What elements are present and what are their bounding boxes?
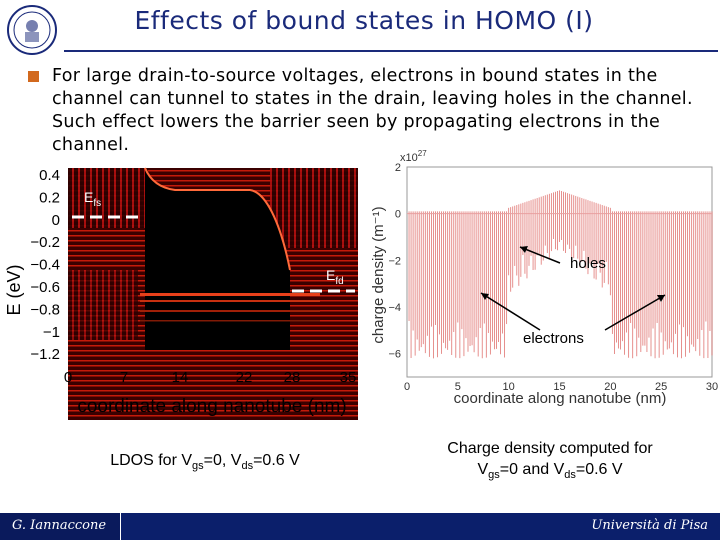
holes-annotation: holes [570,255,606,272]
x-tick-label: 20 [604,381,616,393]
footer-university: Università di Pisa [591,518,708,533]
y-tick-label: 0 [395,209,401,221]
y-tick-label: −4 [388,302,401,314]
charge-density-chart: 20−2−4−6 0 5 10 15 20 25 30 x1027 charge densi… [370,149,718,407]
x-tick-labels: 0 7 14 22 28 35 [64,369,357,386]
heatmap-plot-area [68,167,358,420]
title-divider [64,50,718,52]
charge-density-bars [407,190,713,359]
x-tick-label: 7 [120,369,128,386]
ldos-caption: LDOS for Vgs=0, Vds=0.6 V [110,452,300,473]
y-tick-label: −2 [388,255,401,267]
page-title: Effects of bound states in HOMO (I) [134,6,594,35]
y-tick-label: −1 [43,324,60,341]
electrons-arrowhead-left [481,293,489,300]
y-axis-label: charge density (m⁻¹) [370,206,387,343]
holes-arrow [519,246,561,264]
university-seal-icon [7,5,57,55]
y-tick-label: −1.2 [30,346,60,363]
y-tick-labels: 0.4 0.2 0 −0.2 −0.4 −0.6 −0.8 −1 −1.2 [30,167,60,363]
ldos-heatmap-chart: Efs Efd 0.4 0.2 0 −0.2 −0.4 −0.6 −0.8 −1 −1.2 0 7… [4,167,358,420]
x-tick-label: 10 [503,381,515,393]
footer-author-box [0,513,121,540]
electrons-arrow-left [480,292,541,331]
efs-label: Efs [84,189,101,209]
y-tick-label: 0.2 [39,189,60,206]
efd-label: Efd [326,267,344,287]
footer-author: G. Iannaccone [12,518,107,533]
y-axis-label: E (eV) [4,264,24,315]
x-tick-label: 14 [172,369,189,386]
y-tick-label: −0.8 [30,301,60,318]
y-tick-label: 2 [395,162,401,174]
y-tick-label: 0 [52,212,60,229]
electrons-arrow-right [604,294,666,331]
x-tick-label: 28 [284,369,301,386]
y-tick-label: −0.4 [30,257,60,274]
x-tick-label: 25 [655,381,667,393]
x-tick-label: 0 [64,369,72,386]
x-tick-labels: 0 5 10 15 20 25 30 [404,381,718,393]
y-tick-label: 0.4 [39,167,60,184]
y-tick-label: −0.2 [30,234,60,251]
x-axis-label: coordinate along nanotube (nm) [454,390,667,407]
exponent-label: x1027 [400,149,427,164]
x-tick-label: 0 [404,381,410,393]
y-tick-labels: 2 0 −2 −4 −6 [388,162,401,361]
electrons-annotation: electrons [523,330,584,347]
x-tick-label: 35 [340,369,357,386]
holes-arrowhead [520,246,528,253]
charge-density-caption: Charge density computed for Vgs=0 and Vd… [447,440,653,482]
bullet-square-icon [28,71,39,82]
x-tick-label: 30 [706,381,718,393]
x-tick-label: 15 [553,381,565,393]
x-tick-label: 5 [455,381,461,393]
x-tick-label: 22 [236,369,253,386]
electrons-arrowhead-right [657,295,665,302]
x-axis-label: coordinate along nanotube (nm) [77,396,346,417]
y-tick-label: −0.6 [30,279,60,296]
bullet-text: For large drain-to-source voltages, elec… [52,66,693,155]
y-tick-label: −6 [388,349,401,361]
